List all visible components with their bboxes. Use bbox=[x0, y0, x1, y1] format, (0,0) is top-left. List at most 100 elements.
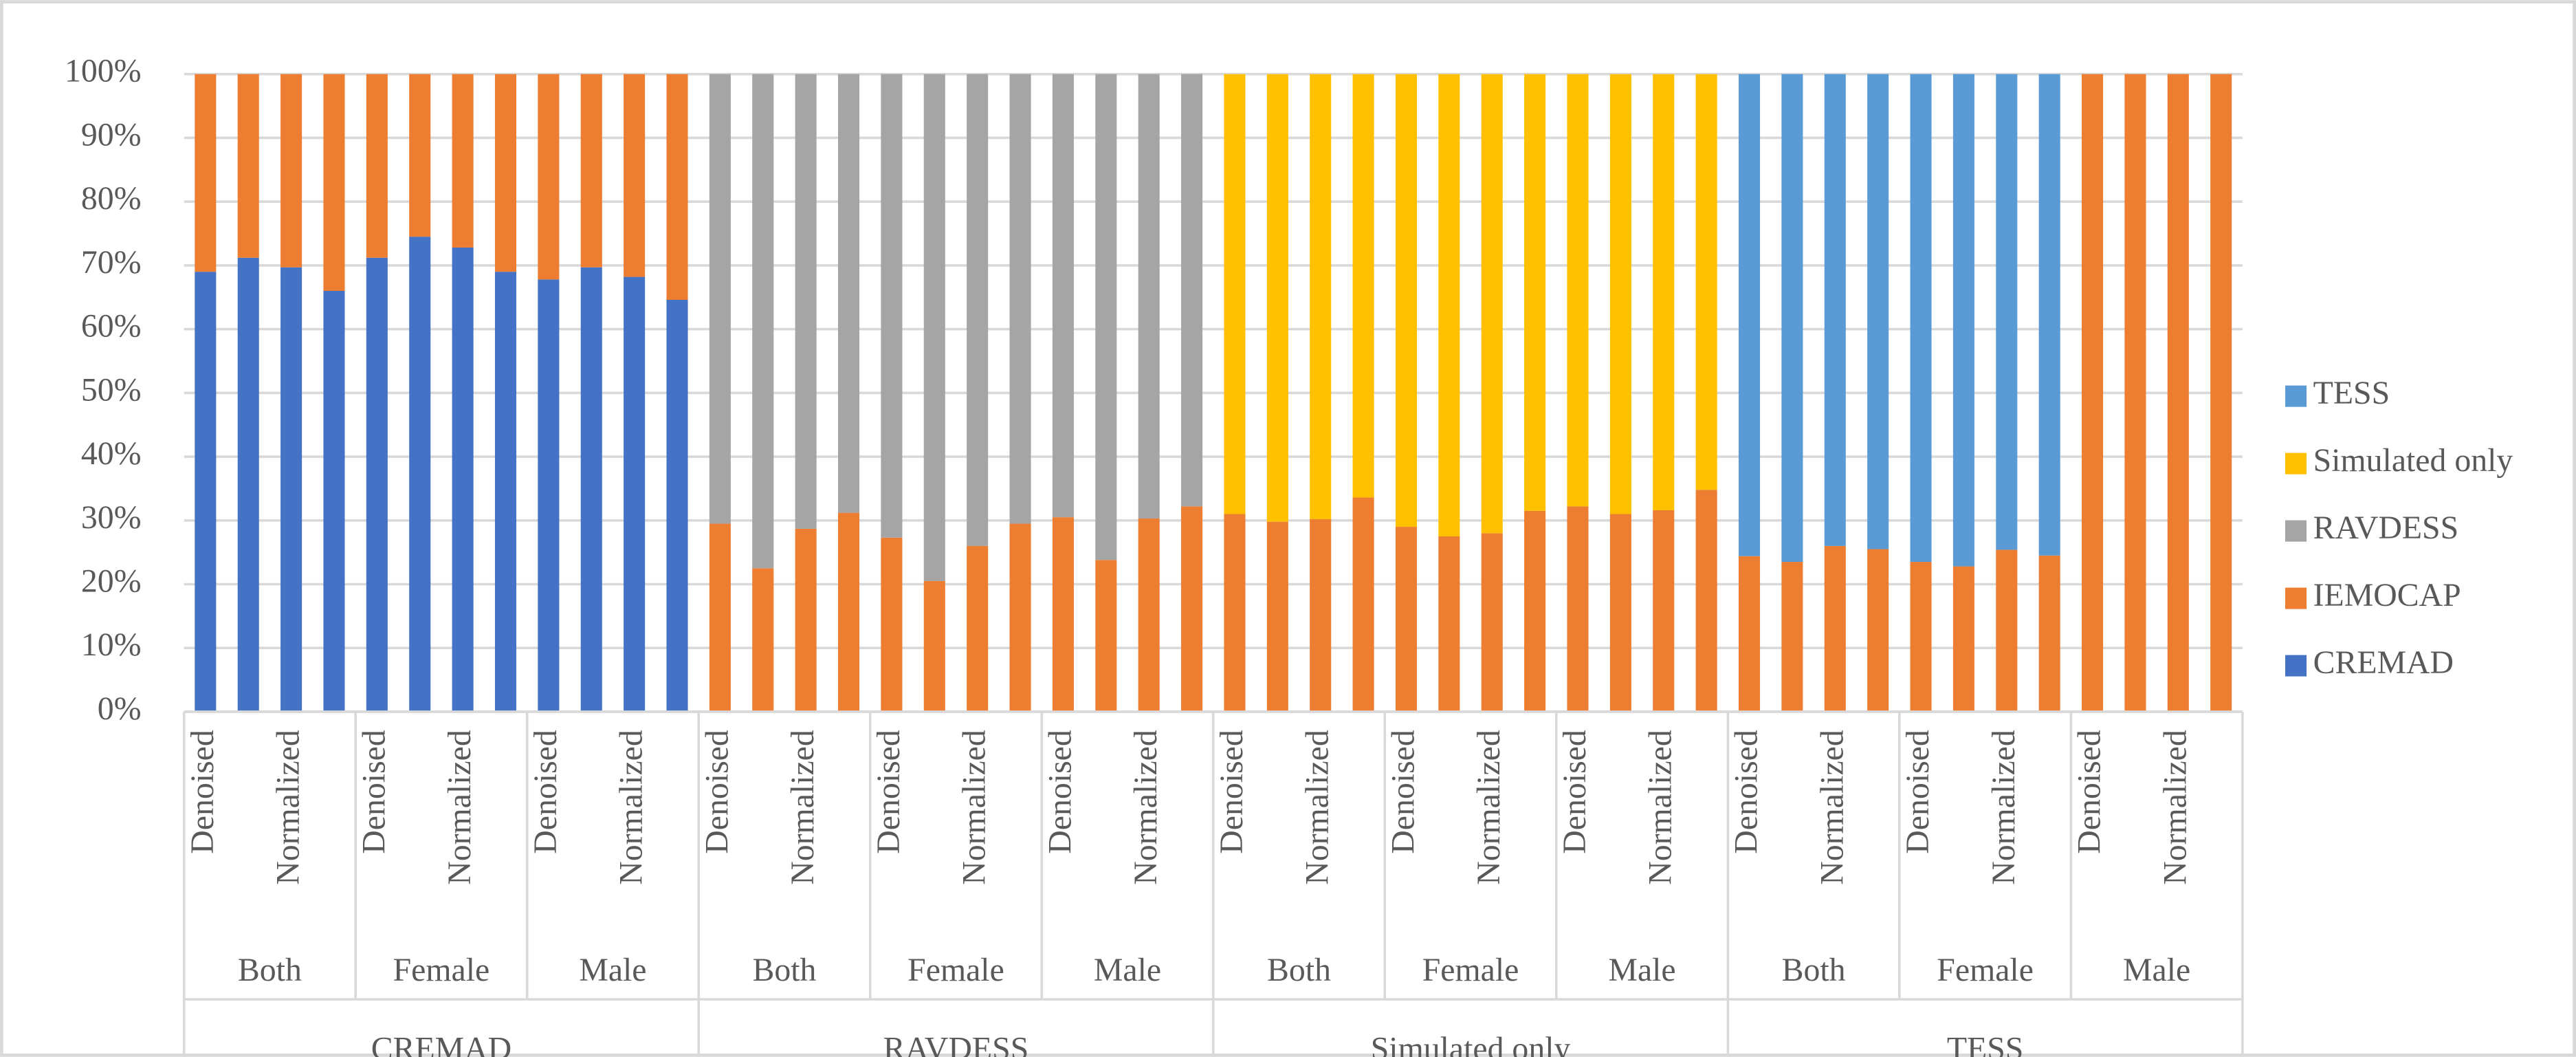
bar-segment bbox=[709, 523, 731, 712]
legend-label: TESS bbox=[2313, 375, 2390, 411]
subgroup-label: Male bbox=[1608, 952, 1675, 988]
bar-segment bbox=[1310, 74, 1332, 519]
subgroup-label: Both bbox=[1267, 952, 1331, 988]
bar-segment bbox=[580, 74, 602, 268]
bar-segment bbox=[1609, 74, 1631, 514]
bar-segment bbox=[2082, 74, 2104, 712]
subgroup-label: Male bbox=[2123, 952, 2190, 988]
x-tick-label: Denoised bbox=[1042, 730, 1078, 854]
bar-segment bbox=[1609, 514, 1631, 712]
bar-segment bbox=[2038, 74, 2060, 556]
bar-segment bbox=[1910, 562, 1932, 712]
group-label: Simulated only bbox=[1371, 1031, 1571, 1057]
y-tick-label: 30% bbox=[81, 499, 142, 536]
y-tick-label: 60% bbox=[81, 308, 142, 345]
bar-segment bbox=[838, 74, 860, 513]
bar-segment bbox=[795, 528, 817, 712]
bar-segment bbox=[538, 279, 560, 712]
bar-segment bbox=[1052, 517, 1074, 712]
bar-segment bbox=[1952, 566, 1974, 712]
bar-segment bbox=[881, 74, 903, 538]
subgroup-label: Both bbox=[752, 952, 816, 988]
bar-segment bbox=[1481, 533, 1503, 712]
bar-segment bbox=[366, 74, 388, 258]
bar-segment bbox=[409, 237, 431, 712]
bar-segment bbox=[1524, 74, 1546, 511]
bar-segment bbox=[967, 74, 989, 546]
bar-segment bbox=[624, 276, 646, 712]
bar-segment bbox=[1009, 523, 1031, 712]
bar-segment bbox=[923, 74, 945, 581]
x-tick-label: Denoised bbox=[698, 730, 735, 854]
bar-segment bbox=[1824, 74, 1846, 546]
bar-segment bbox=[1310, 519, 1332, 712]
x-tick-label: Normalized bbox=[1471, 730, 1507, 885]
bar-segment bbox=[1438, 536, 1460, 712]
x-tick-label: Denoised bbox=[1213, 730, 1250, 854]
y-tick-label: 40% bbox=[81, 435, 142, 472]
x-tick-label: Denoised bbox=[1728, 730, 1764, 854]
bar-segment bbox=[2124, 74, 2146, 712]
bar-segment bbox=[1181, 506, 1203, 712]
x-tick-label: Normalized bbox=[1299, 730, 1336, 885]
legend-swatch bbox=[2285, 385, 2307, 407]
bar-segment bbox=[1352, 74, 1374, 498]
bar-segment bbox=[1481, 74, 1503, 534]
bar-segment bbox=[580, 267, 602, 712]
x-tick-label: Normalized bbox=[956, 730, 993, 885]
bar-segment bbox=[1952, 74, 1974, 567]
bar-segment bbox=[366, 257, 388, 712]
bar-segment bbox=[2210, 74, 2232, 712]
bar-segment bbox=[1009, 74, 1031, 524]
legend-label: CREMAD bbox=[2313, 644, 2454, 681]
bar-segment bbox=[195, 272, 217, 712]
bar-segment bbox=[195, 74, 217, 272]
y-tick-label: 90% bbox=[81, 116, 142, 153]
x-tick-label: Denoised bbox=[870, 730, 907, 854]
bar-segment bbox=[752, 568, 774, 712]
bar-segment bbox=[1567, 74, 1589, 507]
x-tick-label: Normalized bbox=[270, 730, 307, 885]
bar-segment bbox=[624, 74, 646, 277]
subgroup-label: Female bbox=[907, 952, 1004, 988]
bar-segment bbox=[1653, 74, 1675, 510]
group-label: RAVDESS bbox=[883, 1031, 1029, 1057]
bar-segment bbox=[709, 74, 731, 524]
x-tick-label: Normalized bbox=[441, 730, 478, 885]
bar-segment bbox=[1738, 74, 1761, 556]
x-tick-label: Normalized bbox=[1814, 730, 1850, 885]
y-tick-label: 10% bbox=[81, 626, 142, 663]
bar-segment bbox=[323, 291, 345, 712]
legend-label: IEMOCAP bbox=[2313, 577, 2461, 613]
bar-segment bbox=[409, 74, 431, 237]
bar-segment bbox=[838, 512, 860, 712]
bar-segment bbox=[1695, 490, 1717, 712]
x-tick-label: Normalized bbox=[784, 730, 821, 885]
legend-swatch bbox=[2285, 655, 2307, 677]
x-tick-label: Denoised bbox=[2071, 730, 2108, 854]
legend-swatch bbox=[2285, 453, 2307, 475]
y-tick-label: 20% bbox=[81, 563, 142, 599]
bar-segment bbox=[1781, 562, 1803, 712]
y-tick-label: 70% bbox=[81, 244, 142, 281]
bar-segment bbox=[1224, 74, 1246, 514]
bar-segment bbox=[1095, 74, 1117, 560]
bar-segment bbox=[1738, 556, 1761, 712]
bar-segment bbox=[1996, 74, 2018, 550]
bar-segment bbox=[1867, 74, 1889, 549]
bar-segment bbox=[323, 74, 345, 292]
bar-segment bbox=[923, 580, 945, 712]
subgroup-label: Male bbox=[1094, 952, 1161, 988]
bar-segment bbox=[1395, 74, 1418, 527]
bar-segment bbox=[666, 74, 688, 300]
subgroup-label: Both bbox=[238, 952, 302, 988]
bar-segment bbox=[494, 272, 517, 712]
bar-segment bbox=[1052, 74, 1074, 518]
y-tick-label: 100% bbox=[65, 53, 141, 89]
bar-segment bbox=[452, 74, 474, 248]
legend-swatch bbox=[2285, 587, 2307, 609]
x-tick-label: Denoised bbox=[1385, 730, 1421, 854]
bar-segment bbox=[752, 74, 774, 569]
bar-segment bbox=[280, 74, 302, 268]
